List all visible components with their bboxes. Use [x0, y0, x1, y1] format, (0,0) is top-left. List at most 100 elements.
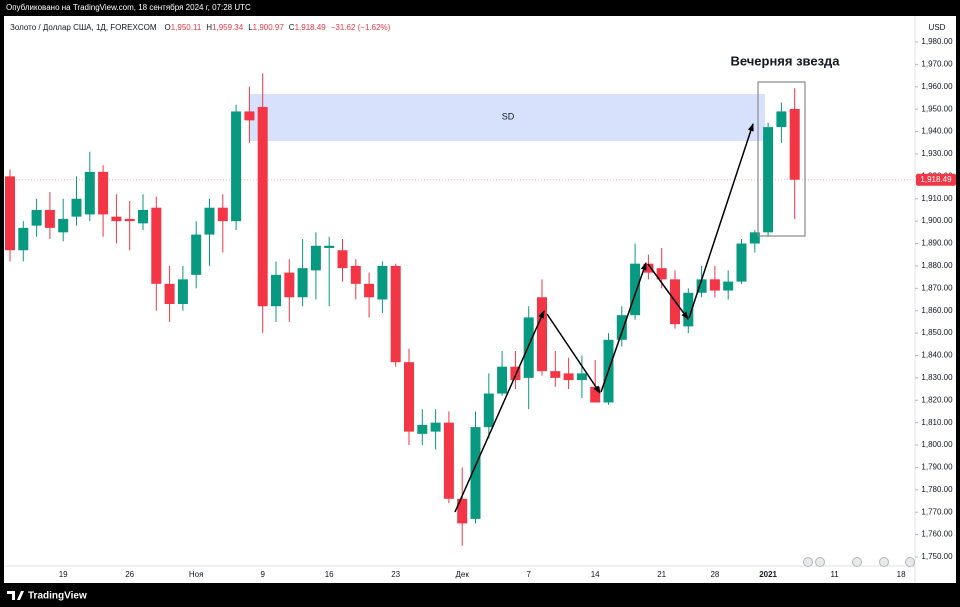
candle-body — [151, 207, 162, 284]
y-tick-label: 1,820.00 — [921, 395, 953, 404]
candle-body — [350, 265, 361, 284]
candle-body — [271, 274, 281, 307]
candle-body — [457, 498, 468, 524]
y-tick-label: 1,760.00 — [921, 530, 953, 539]
event-flag[interactable] — [815, 557, 825, 567]
candle-body — [111, 216, 122, 222]
candle-body — [709, 279, 720, 291]
arrow — [546, 313, 601, 394]
y-tick-label: 1,940.00 — [921, 127, 953, 136]
candle-body — [576, 373, 587, 381]
symbol-legend: Золото / Доллар США, 1Д, FOREXCOM O1,950.… — [10, 23, 391, 32]
arrows — [454, 123, 754, 513]
arrow — [688, 123, 754, 319]
last-price-label: 1,918.49 — [920, 175, 952, 184]
x-tick-label: 28 — [710, 570, 719, 579]
candle-body — [164, 283, 175, 304]
currency: USD — [929, 23, 946, 32]
candle-body — [630, 263, 641, 316]
candle-body — [377, 265, 388, 300]
candle-body — [443, 422, 454, 499]
logo-mark — [7, 591, 24, 600]
candle-body — [177, 279, 188, 304]
candle-body — [749, 232, 760, 244]
sd-zone — [250, 94, 765, 141]
candle-body — [98, 171, 109, 215]
y-tick-label: 1,770.00 — [921, 507, 953, 516]
candle-body — [470, 427, 481, 519]
event-flag[interactable] — [905, 557, 915, 567]
footer-brand: TradingView — [28, 591, 87, 602]
candle-body — [723, 281, 734, 291]
x-tick-label: 16 — [325, 570, 334, 579]
change-value: −31.62 (−1.62%) — [331, 23, 391, 32]
candle-body — [616, 315, 627, 340]
candle-body — [18, 227, 29, 251]
candle-body — [5, 176, 15, 251]
candle-body — [696, 279, 707, 293]
candle-body — [217, 207, 228, 222]
ohlc-key: O — [165, 23, 171, 32]
y-tick-label: 1,890.00 — [921, 239, 953, 248]
x-tick-label: 21 — [657, 570, 666, 579]
event-flags — [803, 557, 915, 567]
last-price-badge — [916, 173, 956, 186]
candle-body — [656, 268, 667, 280]
candle-body — [257, 106, 268, 307]
x-tick-label: 2021 — [759, 570, 777, 579]
y-tick-label: 1,860.00 — [921, 306, 953, 315]
x-tick-label: Дек — [456, 570, 470, 579]
footer-logo: TradingView — [7, 591, 87, 602]
x-tick-label: 19 — [59, 570, 68, 579]
candle-body — [138, 209, 148, 224]
y-tick-label: 1,930.00 — [921, 149, 953, 158]
y-tick-label: 1,800.00 — [921, 440, 953, 449]
candle-body — [191, 234, 202, 275]
candle-body — [337, 250, 348, 269]
candle-body — [297, 268, 308, 298]
candle-body — [310, 245, 321, 271]
ohlc-value: 1,918.49 — [295, 23, 327, 32]
candle-body — [510, 366, 521, 381]
y-tick-label: 1,870.00 — [921, 283, 953, 292]
y-tick-label: 1,850.00 — [921, 328, 953, 337]
candle-body — [44, 209, 55, 228]
candle-body — [776, 111, 787, 128]
y-tick-label: 1,900.00 — [921, 216, 953, 225]
candle-body — [590, 386, 601, 403]
candle-body — [550, 371, 561, 378]
candle-body — [58, 218, 69, 233]
y-tick-label: 1,810.00 — [921, 418, 953, 427]
y-tick-label: 1,910.00 — [921, 194, 953, 203]
candle-body — [523, 317, 534, 378]
event-flag[interactable] — [803, 557, 813, 567]
y-tick-label: 1,750.00 — [921, 552, 953, 561]
x-tick-label: 14 — [591, 570, 600, 579]
candle-body — [763, 127, 774, 233]
y-tick-label: 1,830.00 — [921, 373, 953, 382]
ohlc-value: 1,950.11 — [171, 23, 202, 32]
y-tick-label: 1,840.00 — [921, 351, 953, 360]
x-tick-label: 18 — [897, 570, 906, 579]
x-tick-label: 26 — [125, 570, 134, 579]
candle-body — [71, 198, 82, 217]
candle-body — [643, 263, 654, 273]
candle-body — [563, 373, 574, 381]
candle-body — [284, 272, 295, 298]
published-note: Опубликовано на TradingView.com, 18 сент… — [6, 3, 251, 12]
y-tick-label: 1,950.00 — [921, 104, 953, 113]
x-tick-label: 11 — [830, 570, 839, 579]
event-flag[interactable] — [879, 557, 889, 567]
event-flag[interactable] — [852, 557, 862, 567]
ohlc-value: 1,959.34 — [212, 23, 244, 32]
candle-body — [404, 362, 414, 432]
candle-body — [417, 424, 428, 434]
y-tick-label: 1,790.00 — [921, 463, 953, 472]
y-tick-label: 1,880.00 — [921, 261, 953, 270]
candles — [5, 73, 800, 546]
candle-body — [364, 283, 375, 298]
candle-body — [84, 171, 95, 215]
y-tick-label: 1,960.00 — [921, 82, 953, 91]
pattern-label: Вечерняя звезда — [730, 53, 840, 68]
pattern-box — [757, 81, 806, 237]
